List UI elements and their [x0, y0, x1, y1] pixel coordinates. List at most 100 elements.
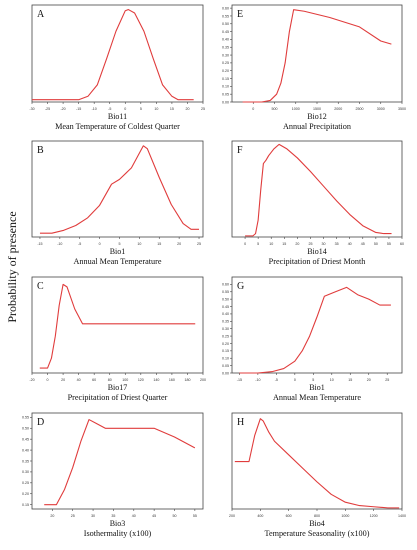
y-tick-label: 0.55 [22, 416, 29, 420]
x-tick-label: -5 [275, 378, 278, 382]
y-tick-label: 0.05 [222, 364, 229, 368]
plot-frame [231, 276, 403, 374]
y-tick-label: 0.20 [22, 492, 29, 496]
variable-code: Bio1 [110, 247, 126, 256]
x-tick-label: 35 [111, 514, 115, 518]
x-tick-label: 40 [132, 514, 136, 518]
x-axis-label: Isothermality (x100) [84, 529, 152, 538]
x-tick-label: 140 [153, 378, 159, 382]
x-axis-label: Precipitation of Driest Month [269, 257, 366, 266]
plot-frame [231, 4, 403, 103]
y-tick-label: 0.60 [222, 6, 229, 10]
x-tick-label: 200 [229, 514, 235, 518]
y-tick-label: 0.50 [22, 427, 29, 431]
y-tick-label: 0.30 [22, 470, 29, 474]
x-tick-label: 1400 [398, 514, 406, 518]
y-tick-label: 0.20 [222, 69, 229, 73]
x-tick-label: 20 [367, 378, 371, 382]
y-tick-label: 0.35 [222, 320, 229, 324]
x-tick-label: 15 [157, 242, 161, 246]
y-tick-label: 0.50 [222, 22, 229, 26]
x-tick-label: 50 [173, 514, 177, 518]
x-tick-label: 180 [184, 378, 190, 382]
panel-letter: H [237, 417, 244, 428]
x-tick-label: -20 [29, 378, 34, 382]
panel-e: 0 500 1000 1500 2000 2500 3000 3500 0.00 0.05 0.10… [222, 4, 406, 131]
x-tick-label: 25 [201, 107, 205, 111]
x-tick-label: 100 [122, 378, 128, 382]
x-tick-label: 3000 [377, 107, 385, 111]
x-axis-label: Mean Temperature of Coldest Quarter [55, 122, 180, 131]
x-tick-label: -20 [60, 107, 65, 111]
x-tick-label: 25 [308, 242, 312, 246]
x-axis-label: Temperature Seasonality (x100) [265, 529, 370, 538]
x-tick-label: 15 [282, 242, 286, 246]
x-tick-label: -5 [108, 107, 111, 111]
y-tick-label: 0.45 [22, 437, 29, 441]
x-tick-label: 25 [197, 242, 201, 246]
y-tick-label: 0.00 [222, 371, 229, 375]
x-axis-label: Precipitation of Driest Quarter [68, 393, 168, 402]
x-tick-label: 30 [322, 242, 326, 246]
x-axis-label: Annual Mean Temperature [74, 257, 162, 266]
y-tick-label: 0.40 [22, 448, 29, 452]
x-tick-label: 5 [140, 107, 142, 111]
x-tick-label: 120 [138, 378, 144, 382]
x-tick-label: 5 [257, 242, 259, 246]
y-tick-label: 0.15 [22, 503, 29, 507]
x-tick-label: 30 [91, 514, 95, 518]
x-tick-label: -5 [78, 242, 81, 246]
y-tick-label: 0.25 [222, 61, 229, 65]
panel-letter: C [37, 281, 44, 292]
x-tick-label: 10 [330, 378, 334, 382]
x-tick-label: -15 [37, 242, 42, 246]
y-tick-label: 0.45 [222, 305, 229, 309]
x-tick-label: -10 [92, 107, 97, 111]
y-tick-label: 0.45 [222, 30, 229, 34]
x-tick-label: 200 [200, 378, 206, 382]
series-line [234, 418, 400, 509]
x-tick-label: 40 [77, 378, 81, 382]
panel-h: 200 400 600 800 1000 1200 1400 H Bio4Temperature… [229, 412, 406, 538]
x-tick-label: 25 [71, 514, 75, 518]
x-tick-label: 1000 [292, 107, 300, 111]
x-tick-label: 160 [169, 378, 175, 382]
panel-g: -15 -10 -5 0 5 10 15 20 25 0.00 0.05 0.10 0.15 0.20 0.… [222, 276, 403, 402]
x-axis-label: Annual Precipitation [283, 122, 351, 131]
x-tick-label: -30 [29, 107, 34, 111]
x-tick-label: 2000 [334, 107, 342, 111]
x-tick-label: 20 [50, 514, 54, 518]
x-tick-label: -25 [45, 107, 50, 111]
panel-letter: D [37, 417, 44, 428]
x-tick-label: 800 [314, 514, 320, 518]
x-tick-label: 55 [193, 514, 197, 518]
x-tick-label: 0 [294, 378, 296, 382]
y-tick-label: 0.10 [222, 357, 229, 361]
panel-letter: A [37, 9, 45, 20]
x-tick-label: -15 [76, 107, 81, 111]
y-tick-label: 0.20 [222, 342, 229, 346]
plot-frame [31, 4, 204, 103]
x-tick-label: 40 [348, 242, 352, 246]
x-tick-label: 20 [185, 107, 189, 111]
y-tick-label: 0.55 [222, 290, 229, 294]
y-tick-label: 0.25 [222, 334, 229, 338]
x-tick-label: 20 [61, 378, 65, 382]
variable-code: Bio12 [307, 112, 327, 121]
x-tick-label: 500 [272, 107, 278, 111]
series-line [44, 418, 196, 506]
y-tick-label: 0.30 [222, 327, 229, 331]
y-tick-label: 0.00 [222, 100, 229, 104]
x-tick-label: 5 [118, 242, 120, 246]
x-tick-label: 0 [244, 242, 246, 246]
x-tick-label: -10 [255, 378, 260, 382]
plot-frame [231, 412, 403, 510]
panel-c: -20 0 20 40 60 80 100 120 140 160 180 200 C Bio17Prec… [29, 276, 206, 402]
panel-letter: G [237, 281, 244, 292]
y-tick-label: 0.40 [222, 312, 229, 316]
x-tick-label: 400 [257, 514, 263, 518]
series-line [39, 145, 200, 234]
